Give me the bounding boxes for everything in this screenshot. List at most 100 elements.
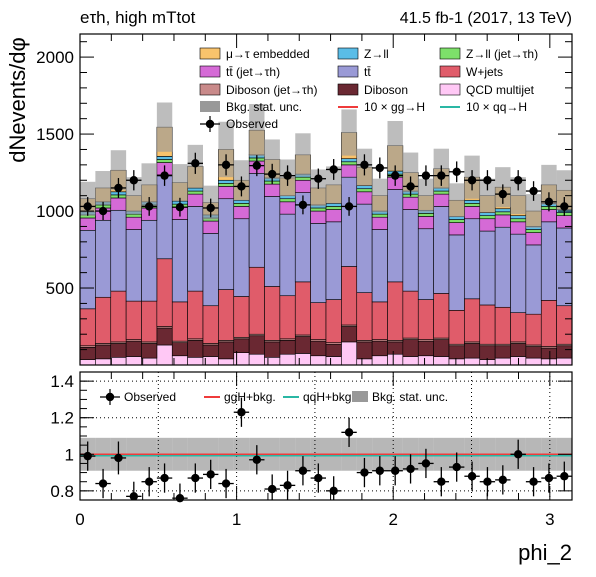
ratio-legend-1-label: ggH+bkg.	[224, 390, 276, 404]
bar-w-jets-9	[218, 289, 235, 341]
ratio-ytick-label-0: 0.8	[50, 482, 74, 501]
bar-tt--18	[356, 203, 373, 293]
bar-w-jets-26	[479, 304, 496, 345]
obs-point-25	[467, 176, 477, 185]
bar-tt-jet-h--13	[279, 201, 296, 215]
bar-qcd-multijet-13	[279, 353, 296, 366]
bar-qcd-multijet-7	[187, 357, 204, 366]
bar-diboson-31	[556, 345, 573, 359]
bar-qcd-multijet-25	[464, 357, 481, 366]
bar-qcd-multijet-18	[356, 358, 373, 366]
bar-tt--17	[341, 176, 358, 267]
legend-5-label: W+jets	[466, 65, 503, 79]
obs-point-28	[513, 176, 523, 185]
bar-diboson-11	[248, 335, 265, 355]
legend-3-swatch	[199, 65, 221, 78]
bar-z-ll-27	[494, 208, 511, 213]
bar-w-jets-1	[95, 296, 112, 344]
ratio-point-3	[129, 492, 139, 501]
obs-point-17	[344, 202, 354, 211]
ratio-point-19	[375, 466, 385, 475]
bar-tt-jet-h--10	[233, 206, 250, 220]
bar-w-jets-6	[171, 301, 188, 342]
bar-qcd-multijet-22	[417, 355, 434, 366]
bar-qcd-multijet-4	[141, 357, 158, 366]
ratio-point-5	[160, 473, 169, 483]
bar-tt--4	[141, 219, 158, 302]
bar-qcd-multijet-1	[95, 358, 112, 366]
bar-z-ll-jet-h--26	[479, 215, 496, 220]
bar-diboson-17	[341, 326, 358, 343]
ratio-point-21	[406, 464, 415, 474]
xtick-label-0: 0	[75, 510, 84, 529]
ratio-point-9	[221, 479, 231, 488]
bar-diboson-22	[417, 340, 434, 357]
bar-qcd-multijet-27	[494, 357, 511, 366]
bar-qcd-multijet-24	[448, 358, 465, 366]
ratio-point-7	[191, 473, 200, 483]
bar-tt-jet-h--28	[510, 221, 527, 235]
bar-z-ll-jet-h--23	[433, 190, 450, 195]
ratio-point-1	[98, 479, 108, 488]
bar-qcd-multijet-5	[156, 344, 173, 366]
obs-point-29	[529, 186, 538, 196]
legend-8-label: QCD multijet	[466, 83, 535, 97]
bar-z-ll-jet-h--24	[448, 219, 465, 223]
bar-tt--11	[248, 173, 265, 268]
legend-1-label: Z→ll	[364, 47, 389, 61]
bar-z-ll-28	[510, 215, 527, 220]
bar-z-ll-7	[187, 187, 204, 192]
unc-band-20	[387, 120, 403, 171]
ratio-legend-0-marker	[105, 392, 115, 402]
bar-qcd-multijet-6	[171, 355, 188, 366]
bar-qcd-multijet-23	[433, 356, 450, 366]
bar-w-jets-12	[264, 286, 281, 341]
bar-z-ll-25	[464, 199, 481, 204]
bar-diboson-5	[156, 327, 173, 346]
legend-11-label: 10 × qq→H	[466, 100, 527, 114]
bar-tt-jet-h--24	[448, 222, 465, 236]
bar-z-ll-jet-h--17	[341, 161, 358, 166]
bar-w-jets-29	[525, 313, 542, 346]
legend-3-label: tt̄ (jet→τh)	[226, 65, 280, 79]
bar-tt-jet-h--9	[218, 186, 235, 200]
bar-tt--23	[433, 206, 450, 294]
bar-tt--15	[310, 223, 327, 303]
bar-qcd-multijet-17	[341, 341, 358, 366]
bar-z-ll-jet-h--19	[371, 213, 388, 218]
bar-z-ll-jet-h--27	[494, 211, 511, 216]
bar-w-jets-23	[433, 293, 450, 339]
legend-8-swatch	[439, 83, 461, 96]
bar-z-ll-jet-h--5	[156, 159, 173, 163]
bar-qcd-multijet-30	[540, 358, 557, 366]
bar-w-jets-10	[233, 296, 250, 338]
obs-point-13	[283, 171, 292, 180]
bar-diboson-20	[387, 341, 404, 355]
bar-diboson-16	[325, 343, 342, 357]
ytick-label-1: 1000	[36, 202, 74, 221]
legend-9-swatch	[200, 101, 220, 112]
bar-diboson-27	[494, 345, 511, 359]
bar-tt--28	[510, 233, 527, 313]
bar-tt-jet-h--7	[187, 193, 204, 207]
main-ylabel: dNevents/dφ	[5, 37, 30, 163]
obs-point-4	[144, 202, 154, 211]
bar-tt-jet-h--25	[464, 206, 481, 220]
legend-12-marker	[205, 119, 215, 129]
bar-w-jets-3	[125, 300, 142, 340]
ratio-point-18	[360, 468, 369, 477]
ratio-point-23	[437, 477, 446, 486]
ratio-point-24	[452, 462, 461, 472]
unc-band-16	[326, 166, 342, 204]
bar-diboson-26	[479, 345, 496, 360]
bar-diboson-14	[294, 336, 311, 354]
bar-tt-jet-h--23	[433, 193, 450, 207]
ratio-legend-3-swatch	[352, 391, 368, 402]
bar-diboson-3	[125, 340, 142, 357]
bar-tt-jet-h--2	[110, 197, 127, 211]
bar-tt-jet-h--27	[494, 214, 511, 228]
bar-tt--19	[371, 229, 388, 303]
bar-diboson-15	[310, 340, 327, 357]
obs-point-3	[129, 176, 139, 185]
legend-5-swatch	[439, 65, 461, 78]
